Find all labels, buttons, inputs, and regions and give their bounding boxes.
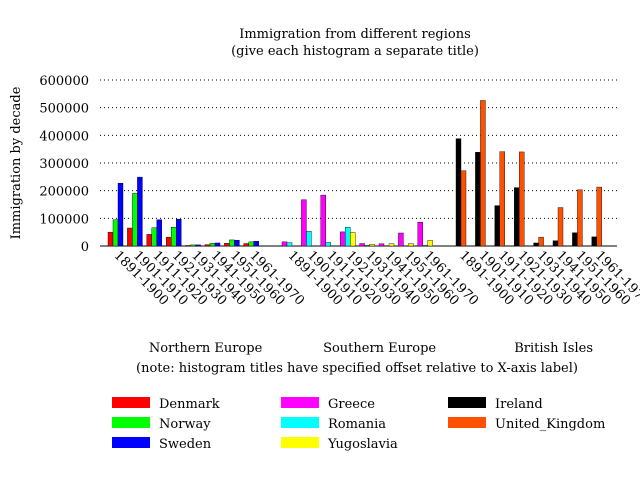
- bar-norway-1901-1910: [132, 193, 138, 247]
- bar-greece-1931-1940: [359, 243, 365, 247]
- legend-swatch-greece: [281, 397, 319, 408]
- legend-swatch-united-kingdom: [448, 417, 486, 428]
- bar-sweden-1891-1900: [117, 182, 124, 247]
- bar-united-kingdom-1961-1970: [596, 186, 602, 247]
- bar-ireland-1921-1930: [514, 187, 520, 247]
- y-tick-label: 100000: [39, 212, 89, 227]
- y-tick-label: 200000: [39, 185, 89, 200]
- bar-sweden-1941-1950: [214, 242, 221, 247]
- y-axis-ticks: 0 100000 200000 300000 400000 500000 600000: [39, 74, 89, 255]
- bar-ireland-1891-1900: [455, 138, 462, 247]
- bar-united-kingdom-1911-1920: [499, 151, 505, 247]
- bar-sweden-1931-1940: [195, 244, 201, 247]
- bar-greece-1921-1930: [340, 231, 346, 247]
- legend-label-yugoslavia: Yugoslavia: [327, 437, 398, 452]
- chart-title: Immigration from different regions: [239, 27, 471, 42]
- bar-sweden-1911-1920: [156, 219, 163, 247]
- bar-denmark-1891-1900: [107, 231, 114, 247]
- bar-denmark-1921-1930: [165, 236, 172, 247]
- bar-denmark-1901-1910: [127, 227, 133, 247]
- legend-swatch-ireland: [448, 397, 486, 408]
- bar-greece-1891-1900: [281, 241, 288, 247]
- bar-romania-1921-1930: [345, 226, 351, 247]
- bar-ireland-1901-1910: [475, 152, 481, 247]
- y-tick-label: 500000: [39, 102, 89, 117]
- legend-swatch-yugoslavia: [281, 437, 319, 448]
- legend-label-romania: Romania: [328, 417, 386, 432]
- bar-denmark-1911-1920: [146, 234, 153, 247]
- bar-denmark-1941-1950: [204, 244, 211, 247]
- bar-norway-1921-1930: [170, 226, 177, 247]
- chart-footnote: (note: histogram titles have specified o…: [136, 361, 578, 376]
- bar-ireland-1951-1960: [572, 232, 578, 247]
- bar-ireland-1961-1970: [591, 236, 597, 247]
- bar-greece-1951-1960: [398, 232, 404, 247]
- y-axis-label: Immigration by decade: [9, 86, 24, 239]
- bar-sweden-1951-1960: [234, 239, 240, 247]
- bar-denmark-1931-1940: [185, 245, 191, 247]
- y-tick-label: 300000: [39, 157, 89, 172]
- bar-greece-1911-1920: [320, 194, 326, 247]
- bar-norway-1951-1960: [229, 239, 235, 247]
- bar-norway-1931-1940: [190, 244, 196, 247]
- legend-label-united-kingdom: United_Kingdom: [495, 417, 605, 432]
- bar-yugoslavia-1951-1960: [408, 243, 414, 247]
- group-titles: Northern Europe Southern Europe British Is…: [149, 341, 593, 356]
- bar-yugoslavia-1961-1970: [427, 240, 433, 247]
- bar-united-kingdom-1921-1930: [519, 151, 525, 247]
- legend-swatch-norway: [112, 417, 150, 428]
- bar-united-kingdom-1931-1940: [538, 236, 544, 247]
- bar-greece-1961-1970: [417, 222, 423, 247]
- bar-denmark-1961-1970: [243, 243, 250, 247]
- bar-norway-1941-1950: [209, 243, 216, 247]
- legend-label-sweden: Sweden: [159, 437, 212, 452]
- bar-romania-1961-1970: [422, 244, 428, 247]
- bar-sweden-1961-1970: [253, 241, 260, 247]
- bar-norway-1891-1900: [112, 219, 119, 247]
- bar-sweden-1901-1910: [137, 176, 143, 247]
- bar-denmark-1951-1960: [224, 243, 230, 247]
- bar-romania-1931-1940: [364, 244, 370, 247]
- bar-norway-1961-1970: [248, 241, 255, 247]
- legend-label-norway: Norway: [159, 417, 211, 432]
- bar-ireland-1911-1920: [494, 205, 500, 247]
- legend: Denmark Norway Sweden Greece Romania Yugoslav…: [112, 397, 605, 452]
- x-axis-category-labels: 1891-19001901-19101911-19201921-19301931…: [111, 248, 640, 309]
- bar-norway-1911-1920: [151, 227, 158, 247]
- bar-ireland-1931-1940: [533, 242, 539, 247]
- legend-label-denmark: Denmark: [159, 397, 220, 412]
- bar-yugoslavia-1921-1930: [350, 232, 356, 247]
- legend-swatch-denmark: [112, 397, 150, 408]
- legend-label-greece: Greece: [328, 397, 375, 412]
- bar-greece-1941-1950: [378, 243, 385, 247]
- bar-romania-1911-1920: [325, 242, 331, 247]
- legend-swatch-romania: [281, 417, 319, 428]
- bar-united-kingdom-1901-1910: [480, 100, 486, 247]
- group-title: Northern Europe: [149, 341, 263, 356]
- legend-swatch-sweden: [112, 437, 150, 448]
- y-tick-label: 0: [81, 240, 89, 255]
- bar-sweden-1921-1930: [175, 218, 182, 247]
- bar-romania-1891-1900: [286, 242, 293, 247]
- group-title: British Isles: [514, 341, 593, 356]
- bars-layer: [107, 100, 602, 247]
- legend-label-ireland: Ireland: [495, 397, 543, 412]
- bar-united-kingdom-1951-1960: [577, 189, 583, 247]
- bar-romania-1901-1910: [306, 231, 312, 247]
- bar-greece-1901-1910: [301, 199, 307, 247]
- bar-yugoslavia-1931-1940: [369, 244, 375, 247]
- group-title: Southern Europe: [323, 341, 436, 356]
- y-tick-label: 400000: [39, 129, 89, 144]
- bar-yugoslavia-1941-1950: [388, 243, 395, 247]
- y-tick-label: 600000: [39, 74, 89, 89]
- bar-ireland-1941-1950: [552, 240, 559, 247]
- chart-subtitle: (give each histogram a separate title): [231, 44, 479, 59]
- bar-united-kingdom-1941-1950: [557, 207, 564, 247]
- bar-united-kingdom-1891-1900: [460, 170, 467, 247]
